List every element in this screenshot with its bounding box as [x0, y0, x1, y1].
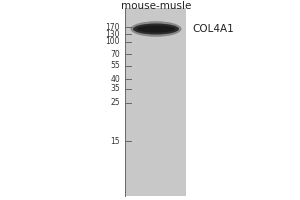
- Text: 170: 170: [106, 22, 120, 31]
- Text: 35: 35: [110, 84, 120, 93]
- Text: 70: 70: [110, 50, 120, 59]
- Text: mouse-musle: mouse-musle: [121, 1, 191, 11]
- Text: 100: 100: [106, 38, 120, 46]
- Bar: [126, 8, 186, 196]
- Ellipse shape: [137, 25, 175, 33]
- Text: 130: 130: [106, 30, 120, 39]
- Text: 55: 55: [110, 61, 120, 70]
- Text: 40: 40: [110, 75, 120, 84]
- Text: 25: 25: [110, 98, 120, 107]
- Ellipse shape: [133, 23, 179, 35]
- Ellipse shape: [130, 21, 182, 37]
- Text: COL4A1: COL4A1: [192, 24, 234, 34]
- Text: 15: 15: [110, 136, 120, 146]
